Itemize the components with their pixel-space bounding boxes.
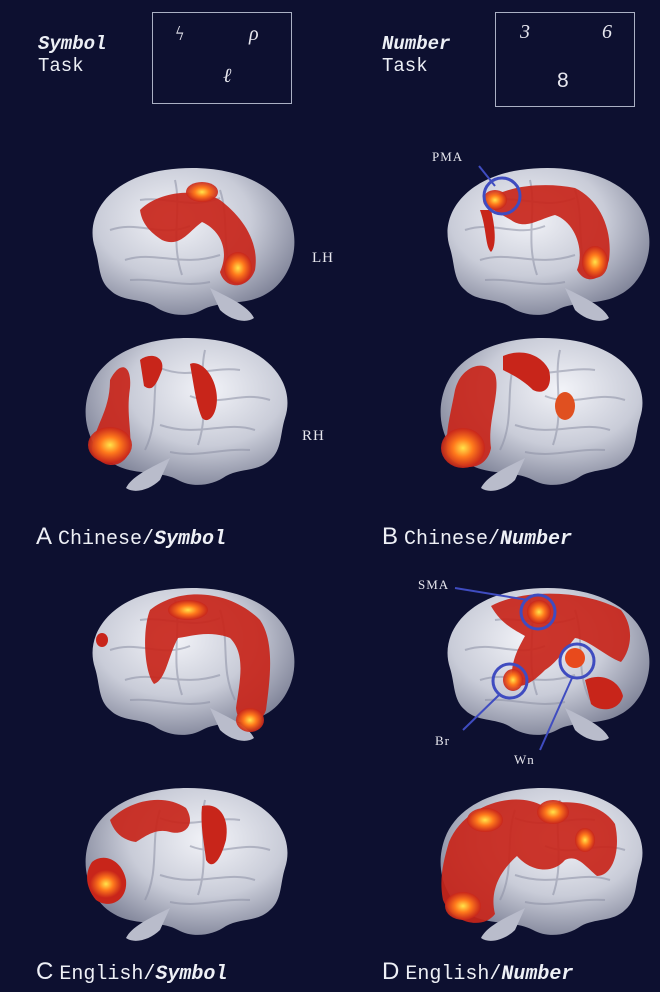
number-stimulus-box: 3 6 8 [495,12,635,107]
br-roi-circle [491,662,529,700]
pma-label: PMA [432,149,464,164]
panel-letter-b: B [382,523,399,550]
panel-letter-a: A [36,523,53,550]
number-digit-3: 8 [557,69,569,92]
brain-rh-english-symbol [84,787,289,942]
brain-rh-chinese-number [439,337,644,492]
panel-task-d: Number [501,963,574,986]
lh-label: LH [312,250,334,266]
wn-label: Wn [514,752,535,767]
brain-lh-chinese-symbol [91,167,296,322]
br-label: Br [435,733,450,748]
panel-task-c: Symbol [155,963,228,986]
panel-language-a: Chinese/ [58,528,155,551]
rh-label: RH [302,428,325,444]
panel-letter-c: C [36,958,54,985]
panel-caption-d: D English/Number [382,958,573,986]
symbol-glyph-3: ℓ [223,65,232,87]
number-digit-2: 6 [602,21,612,43]
sma-roi-circle [519,593,557,631]
panel-letter-d: D [382,958,400,985]
symbol-glyph-1: ϟ [175,23,185,45]
panel-language-b: Chinese/ [404,528,501,551]
wn-leader-line [539,677,573,751]
number-task-title: Number Task [382,33,450,77]
symbol-task-word: Symbol [38,33,107,55]
brain-lh-english-symbol [91,587,296,742]
panel-language-c: English/ [59,963,156,986]
wn-roi-circle [558,642,596,680]
brain-rh-english-number [439,787,644,942]
pma-leader-line [478,165,496,187]
panel-task-a: Symbol [154,528,227,551]
symbol-task-title: Symbol Task [38,33,106,77]
panel-caption-a: A Chinese/Symbol [36,523,226,551]
number-task-label: Task [382,55,428,77]
symbol-task-label: Task [38,55,84,77]
sma-leader-line [454,587,529,601]
br-leader-line [462,694,500,731]
number-task-word: Number [382,33,451,55]
pma-roi-circle [482,176,522,216]
panel-caption-c: C English/Symbol [36,958,227,986]
symbol-stimulus-box: ϟ ρ ℓ [152,12,292,104]
panel-language-d: English/ [405,963,502,986]
number-digit-1: 3 [520,21,530,43]
panel-task-b: Number [500,528,573,551]
panel-caption-b: B Chinese/Number [382,523,572,551]
symbol-glyph-2: ρ [249,23,259,45]
brain-rh-chinese-symbol [84,337,289,492]
sma-label: SMA [418,577,450,592]
brain-lh-english-number [446,587,651,742]
